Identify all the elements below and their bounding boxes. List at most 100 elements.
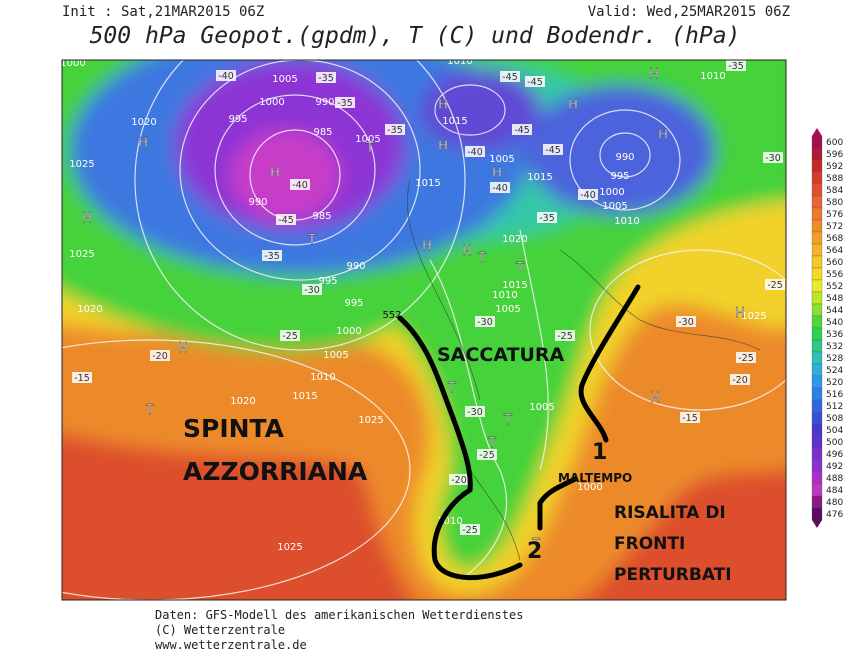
colorbar-swatch xyxy=(811,279,823,293)
colorbar: 600 596 592 588 584 580 576 572 568 564 560 556 552 5… xyxy=(811,128,843,528)
temperature-label: -40 xyxy=(580,190,596,201)
temperature-label-box xyxy=(276,214,296,225)
isobar-label: 1015 xyxy=(415,178,440,189)
colorbar-swatch xyxy=(811,135,823,149)
colorbar-label: 500 xyxy=(826,438,843,448)
annotation-ridge: AZZORRIANA xyxy=(183,457,368,486)
isobar-label: 1005 xyxy=(495,304,520,315)
isobar-label: 1010 xyxy=(492,290,517,301)
footer-source: Daten: GFS-Modell des amerikanischen Wet… xyxy=(155,608,523,622)
isobar-label: 990 xyxy=(315,97,334,108)
colorbar-label: 536 xyxy=(826,330,843,340)
temperature-label: -40 xyxy=(218,71,234,82)
temperature-label-box xyxy=(477,449,497,460)
colorbar-swatch xyxy=(811,267,823,281)
annotation-fronts: RISALITA DI xyxy=(614,503,726,523)
temperature-label-box xyxy=(150,350,170,361)
temperature-label-box xyxy=(302,284,322,295)
colorbar-swatch xyxy=(811,195,823,209)
isobar-label: 1025 xyxy=(741,311,766,322)
temperature-label: -30 xyxy=(304,285,320,296)
pressure-center-label: H xyxy=(649,67,659,82)
pressure-center-label: T xyxy=(531,537,540,552)
isobar-label: 995 xyxy=(344,298,363,309)
colorbar-label: 584 xyxy=(826,186,843,196)
valid-time: Valid: Wed,25MAR2015 06Z xyxy=(588,4,790,20)
isobar-label: 985 xyxy=(313,127,332,138)
colorbar-label: 548 xyxy=(826,294,843,304)
colorbar-cap-bottom xyxy=(812,520,822,528)
temperature-label: -30 xyxy=(477,317,493,328)
colorbar-label: 564 xyxy=(826,246,843,256)
annotation-marker: 1 xyxy=(592,440,607,465)
temperature-label: -30 xyxy=(765,153,781,164)
temperature-label-box xyxy=(578,189,598,200)
pressure-center-label: T xyxy=(307,233,316,248)
colorbar-swatch xyxy=(811,291,823,305)
colorbar-swatch xyxy=(811,495,823,509)
annotation-trough: SACCATURA xyxy=(437,344,565,366)
colorbar-label: 560 xyxy=(826,258,843,268)
temperature-label-box xyxy=(280,330,300,341)
isobar-label: 1015 xyxy=(502,280,527,291)
isobar-label: 995 xyxy=(228,114,247,125)
colorbar-label: 540 xyxy=(826,318,843,328)
footer-copyright: (C) Wetterzentrale xyxy=(155,623,285,637)
pressure-center-label: T xyxy=(365,141,374,156)
temperature-label: -30 xyxy=(467,407,483,418)
isobar-label: 1025 xyxy=(358,415,383,426)
isobar-label: 990 xyxy=(346,261,365,272)
colorbar-swatch xyxy=(811,411,823,425)
temperature-label-box xyxy=(525,76,545,87)
pressure-center-label: H xyxy=(438,98,448,113)
colorbar-label: 544 xyxy=(826,306,843,316)
temperature-label-box xyxy=(460,524,480,535)
pressure-center-label: T xyxy=(477,251,486,266)
coastlines xyxy=(407,179,761,561)
colorbar-label: 528 xyxy=(826,354,843,364)
temperature-label: -25 xyxy=(557,331,573,342)
map-labels: 1005 990 1000 995 985 1005 990 985 995 990 995 1000… xyxy=(62,56,785,553)
colorbar-cap-top xyxy=(812,128,822,136)
colorbar-swatch xyxy=(811,339,823,353)
isobar-label: 1010 xyxy=(614,216,639,227)
temperature-label: -25 xyxy=(462,525,478,536)
temperature-label-box xyxy=(730,374,750,385)
colorbar-label: 576 xyxy=(826,210,843,220)
temperature-label: -20 xyxy=(732,375,748,386)
annotation-lines xyxy=(397,284,641,581)
temperature-label: -40 xyxy=(492,183,508,194)
temperature-label: -45 xyxy=(278,215,294,226)
pressure-center-label: H xyxy=(568,98,578,113)
pressure-center-label: H xyxy=(178,341,188,356)
pressure-center-label: T xyxy=(447,381,456,396)
temperature-label: -35 xyxy=(539,213,555,224)
temperature-label: -25 xyxy=(479,450,495,461)
temperature-label-box xyxy=(537,212,557,223)
colorbar-label: 476 xyxy=(826,510,843,520)
colorbar-label: 496 xyxy=(826,450,843,460)
isobar-label: 1025 xyxy=(69,249,94,260)
colorbar-swatch xyxy=(811,507,823,521)
isobar-label: 1005 xyxy=(529,402,554,413)
temperature-label: -35 xyxy=(264,251,280,262)
pressure-center-label: H xyxy=(422,239,432,254)
isobar-label: 985 xyxy=(312,211,331,222)
isobar-label: 1010 xyxy=(437,516,462,527)
pressure-center-label: H xyxy=(82,211,92,226)
isobar-label: 1015 xyxy=(527,172,552,183)
isobar-label: 1010 xyxy=(447,56,472,67)
colorbar-swatch xyxy=(811,471,823,485)
colorbar-swatch xyxy=(811,171,823,185)
temperature-label-box xyxy=(490,182,510,193)
isobar-label: 1015 xyxy=(442,116,467,127)
colorbar-swatch xyxy=(811,147,823,161)
pressure-center-label: H xyxy=(492,166,502,181)
isobar-label: 1000 xyxy=(259,97,284,108)
isobar-label: 1000 xyxy=(336,326,361,337)
temperature-label-box xyxy=(465,146,485,157)
isobar-label: 1020 xyxy=(230,396,255,407)
isobar-label: 1005 xyxy=(489,154,514,165)
annotation-marker: 2 xyxy=(527,539,542,564)
